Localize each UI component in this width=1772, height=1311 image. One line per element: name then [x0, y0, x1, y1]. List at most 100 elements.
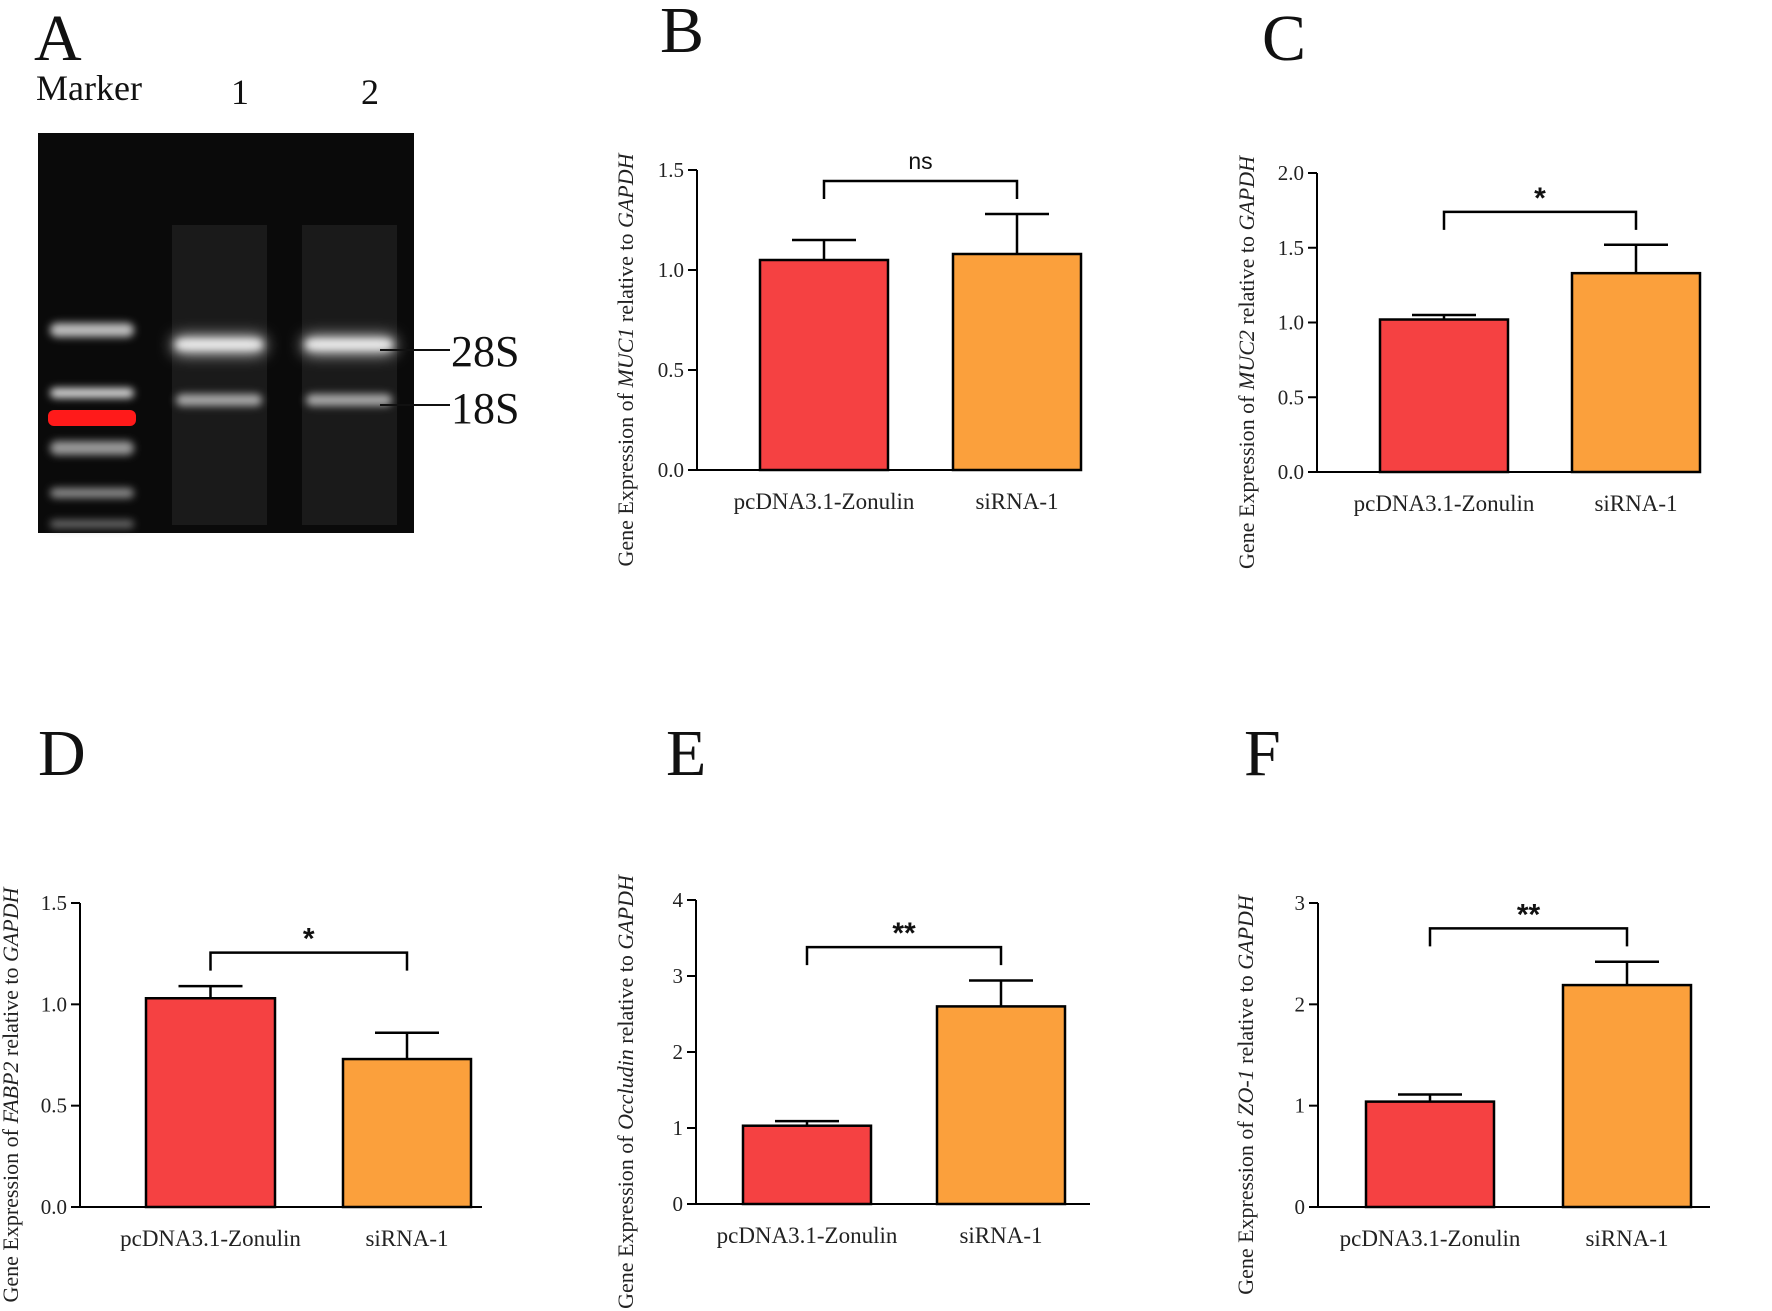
- y-axis-label-part: ZO-1: [1233, 1069, 1258, 1115]
- y-axis-label: Gene Expression of MUC1 relative to GAPD…: [613, 152, 638, 566]
- y-axis-label-part: relative to: [1233, 970, 1258, 1070]
- bar-sirna: [935, 1005, 1067, 1206]
- gel-panel: A Marker 1 2 28S 18S: [34, 2, 519, 533]
- category-label: siRNA-1: [959, 1223, 1042, 1248]
- category-label: siRNA-1: [1594, 491, 1677, 516]
- y-tick-label: 0.0: [41, 1195, 67, 1219]
- y-tick-label: 1.0: [658, 258, 684, 282]
- ladder-band: [50, 323, 134, 337]
- lane-label-marker: Marker: [36, 68, 142, 108]
- y-axis-label-part: relative to: [613, 228, 638, 328]
- y-axis-label: Gene Expression of FABP2 relative to GAP…: [0, 886, 23, 1302]
- lane-1-smear: [172, 225, 267, 525]
- ladder-band: [50, 441, 134, 455]
- significance-bracket: [1428, 927, 1629, 947]
- bar-sirna: [1561, 983, 1693, 1209]
- y-axis-label-part: Occludin: [613, 1049, 638, 1130]
- significance-bracket: [209, 951, 409, 971]
- y-axis-label-part: MUC1: [613, 328, 638, 389]
- y-tick-label: 3: [673, 964, 684, 988]
- y-axis-label-part: MUC2: [1234, 330, 1259, 391]
- y-tick-label: 0.0: [1278, 460, 1304, 484]
- y-axis-label-part: FABP2: [0, 1062, 23, 1125]
- bar-pcdna: [1364, 1100, 1496, 1209]
- y-tick-label: 1.5: [658, 158, 684, 182]
- category-label: siRNA-1: [365, 1226, 448, 1251]
- bar-sirna: [1570, 271, 1702, 474]
- panel-letter: E: [666, 717, 706, 790]
- bar-pcdna: [758, 258, 890, 472]
- panel-letter: D: [38, 717, 86, 790]
- y-tick-label: 1: [1295, 1094, 1306, 1118]
- y-tick-label: 1.0: [41, 992, 67, 1016]
- significance-label: *: [1534, 182, 1546, 215]
- y-tick-label: 1: [673, 1116, 684, 1140]
- significance-label: **: [892, 917, 916, 950]
- y-tick-label: 1.5: [41, 891, 67, 915]
- ladder-band: [50, 388, 134, 398]
- bar-sirna: [951, 252, 1083, 472]
- y-tick-label: 1.5: [1278, 236, 1304, 260]
- significance-label: ns: [908, 148, 932, 174]
- category-label: pcDNA3.1-Zonulin: [1340, 1226, 1521, 1251]
- category-label: pcDNA3.1-Zonulin: [1354, 491, 1535, 516]
- significance-bracket: [822, 179, 1019, 199]
- y-axis-label-part: GAPDH: [613, 874, 638, 950]
- bar-pcdna: [741, 1124, 873, 1206]
- lane-label-2: 2: [361, 72, 379, 112]
- y-tick-label: 0: [1295, 1195, 1306, 1219]
- y-axis-label-part: relative to: [1234, 231, 1259, 331]
- y-axis-label-part: GAPDH: [1234, 155, 1259, 231]
- y-axis-label-part: relative to: [0, 962, 23, 1062]
- y-tick-label: 1.0: [1278, 311, 1304, 335]
- y-axis-label: Gene Expression of ZO-1 relative to GAPD…: [1233, 894, 1258, 1295]
- y-tick-label: 0.5: [1278, 385, 1304, 409]
- y-axis-label-part: GAPDH: [1233, 894, 1258, 970]
- band-18s: [306, 394, 392, 406]
- y-tick-label: 2: [673, 1040, 684, 1064]
- y-axis-label: Gene Expression of MUC2 relative to GAPD…: [1234, 155, 1259, 569]
- bar-pcdna: [1378, 318, 1510, 474]
- category-label: pcDNA3.1-Zonulin: [734, 489, 915, 514]
- marker-ladder: [48, 323, 136, 528]
- y-axis-label-part: relative to: [613, 950, 638, 1050]
- category-label: pcDNA3.1-Zonulin: [120, 1226, 301, 1251]
- ladder-band-saturated: [48, 410, 136, 426]
- lane-1-bands: [173, 337, 265, 406]
- y-tick-label: 4: [673, 888, 684, 912]
- category-label: pcDNA3.1-Zonulin: [717, 1223, 898, 1248]
- panel-letter: C: [1262, 2, 1306, 75]
- y-tick-label: 2: [1295, 992, 1306, 1016]
- significance-bracket: [805, 945, 1003, 966]
- lane-2-smear: [302, 225, 397, 525]
- y-axis-label-part: GAPDH: [0, 886, 23, 962]
- y-axis-label-part: GAPDH: [613, 152, 638, 228]
- y-axis-label-part: Gene Expression of: [613, 1130, 638, 1309]
- category-label: siRNA-1: [975, 489, 1058, 514]
- panel-letter: F: [1244, 717, 1281, 790]
- bar-pcdna: [144, 997, 277, 1209]
- ladder-band: [50, 488, 134, 498]
- y-axis-label-part: Gene Expression of: [1234, 390, 1259, 569]
- band-18s: [176, 394, 262, 406]
- bar-sirna: [341, 1057, 473, 1209]
- lane-2-bands: [303, 337, 395, 406]
- panel-letter: B: [660, 0, 704, 67]
- y-tick-label: 2.0: [1278, 161, 1304, 185]
- y-tick-label: 0.0: [658, 458, 684, 482]
- ladder-band: [50, 520, 134, 528]
- band-28s: [306, 340, 392, 349]
- significance-label: *: [303, 923, 315, 956]
- y-tick-label: 0.5: [658, 358, 684, 382]
- lane-label-1: 1: [231, 72, 249, 112]
- panel-letter-a: A: [34, 2, 82, 75]
- y-tick-label: 3: [1295, 891, 1306, 915]
- y-axis-label-part: Gene Expression of: [613, 388, 638, 567]
